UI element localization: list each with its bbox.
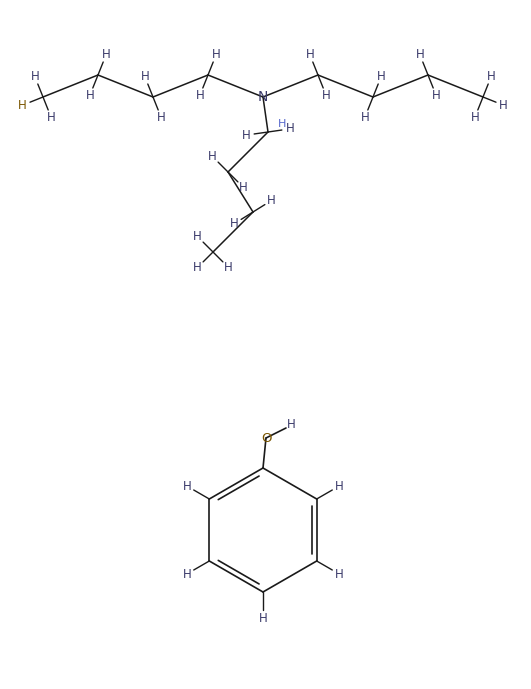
Text: H: H: [415, 48, 424, 61]
Text: H: H: [361, 111, 369, 124]
Text: H: H: [432, 89, 441, 102]
Text: H: H: [212, 48, 220, 61]
Text: H: H: [335, 480, 344, 493]
Text: H: H: [193, 261, 202, 274]
Text: H: H: [259, 612, 268, 624]
Text: H: H: [183, 568, 191, 581]
Text: H: H: [499, 99, 508, 112]
Text: H: H: [195, 89, 204, 102]
Text: H: H: [47, 111, 56, 124]
Text: H: H: [287, 418, 295, 431]
Text: H: H: [102, 48, 110, 61]
Text: O: O: [261, 431, 271, 444]
Text: H: H: [208, 150, 217, 163]
Text: H: H: [305, 48, 314, 61]
Text: H: H: [242, 129, 251, 142]
Text: H: H: [267, 194, 276, 207]
Text: H: H: [157, 111, 166, 124]
Text: H: H: [377, 70, 386, 83]
Text: H: H: [18, 99, 27, 112]
Text: H: H: [141, 70, 149, 83]
Text: H: H: [183, 480, 191, 493]
Text: H: H: [335, 568, 344, 581]
Text: H: H: [230, 217, 239, 230]
Text: H: H: [285, 123, 294, 136]
Text: H: H: [470, 111, 479, 124]
Text: H: H: [322, 89, 330, 102]
Text: N: N: [258, 90, 268, 104]
Text: H: H: [193, 230, 202, 243]
Text: H: H: [239, 181, 248, 194]
Text: H: H: [278, 119, 286, 129]
Text: H: H: [224, 261, 233, 274]
Text: H: H: [30, 70, 39, 83]
Text: H: H: [85, 89, 94, 102]
Text: H: H: [487, 70, 495, 83]
